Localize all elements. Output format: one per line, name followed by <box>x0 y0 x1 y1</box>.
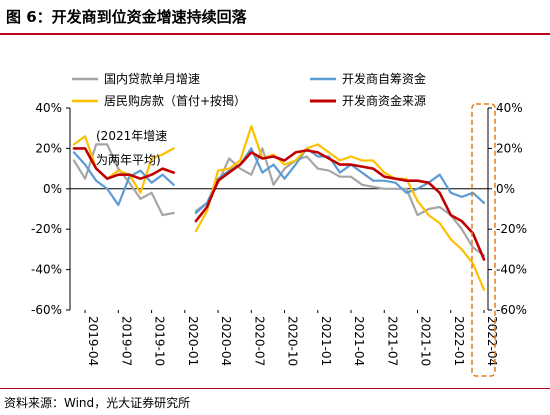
highlight-box <box>471 103 496 377</box>
title-divider <box>0 33 550 35</box>
x-tick-label: 2021-07 <box>385 316 399 366</box>
series-layer <box>72 125 486 291</box>
legend-label: 开发商自筹资金 <box>342 71 426 86</box>
x-tick-label: 2019-04 <box>86 316 100 366</box>
annotation-line-2: 为两年平均) <box>96 153 161 167</box>
legend-label: 开发商资金来源 <box>342 93 426 108</box>
x-tick-label: 2021-10 <box>419 316 433 366</box>
x-tick-label: 2021-04 <box>352 316 366 366</box>
figure-title: 图 6：开发商到位资金增速持续回落 <box>6 8 247 26</box>
y-tick-label: 40% <box>35 101 62 115</box>
x-axis: 2019-04 2019-07 2019-10 2020-01 2020-04 2020-… <box>70 188 499 366</box>
x-tick-label: 2022-01 <box>452 316 466 366</box>
y-tick-label-right: 20% <box>496 141 523 155</box>
left-y-axis: 40% 20% 0% -20% -40% -60% <box>31 101 71 317</box>
series-line-2 <box>72 125 486 291</box>
x-tick-label: 2022-04 <box>485 316 499 366</box>
right-y-axis: 40% 20% 0% -20% -40% -60% <box>487 101 527 317</box>
annotation-line-1: (2021年增速 <box>96 129 167 143</box>
x-tick-label: 2020-10 <box>286 316 300 366</box>
y-tick-label: 20% <box>35 141 62 155</box>
y-tick-label-right: -20% <box>496 222 527 236</box>
x-tick-label: 2020-04 <box>219 316 233 366</box>
series-line-3 <box>72 147 486 261</box>
y-tick-label-right: -60% <box>496 303 527 317</box>
source-note: 资料来源：Wind，光大证券研究所 <box>4 396 191 410</box>
x-tick-label: 2019-07 <box>119 316 133 366</box>
source-divider <box>0 388 550 389</box>
y-tick-label: -20% <box>31 222 62 236</box>
y-tick-label: -40% <box>31 263 62 277</box>
legend-label: 居民购房款（首付+按揭） <box>104 93 246 108</box>
x-tick-label: 2019-10 <box>153 316 167 366</box>
x-tick-label: 2020-01 <box>186 316 200 366</box>
y-tick-label-right: 0% <box>496 182 515 196</box>
legend-label: 国内贷款单月增速 <box>104 72 200 86</box>
x-tick-label: 2020-07 <box>252 316 266 366</box>
y-tick-label-right: 40% <box>496 101 523 115</box>
y-tick-label-right: -40% <box>496 263 527 277</box>
y-tick-label: 0% <box>43 182 62 196</box>
x-tick-label: 2021-01 <box>319 316 333 366</box>
y-tick-label: -60% <box>31 303 62 317</box>
